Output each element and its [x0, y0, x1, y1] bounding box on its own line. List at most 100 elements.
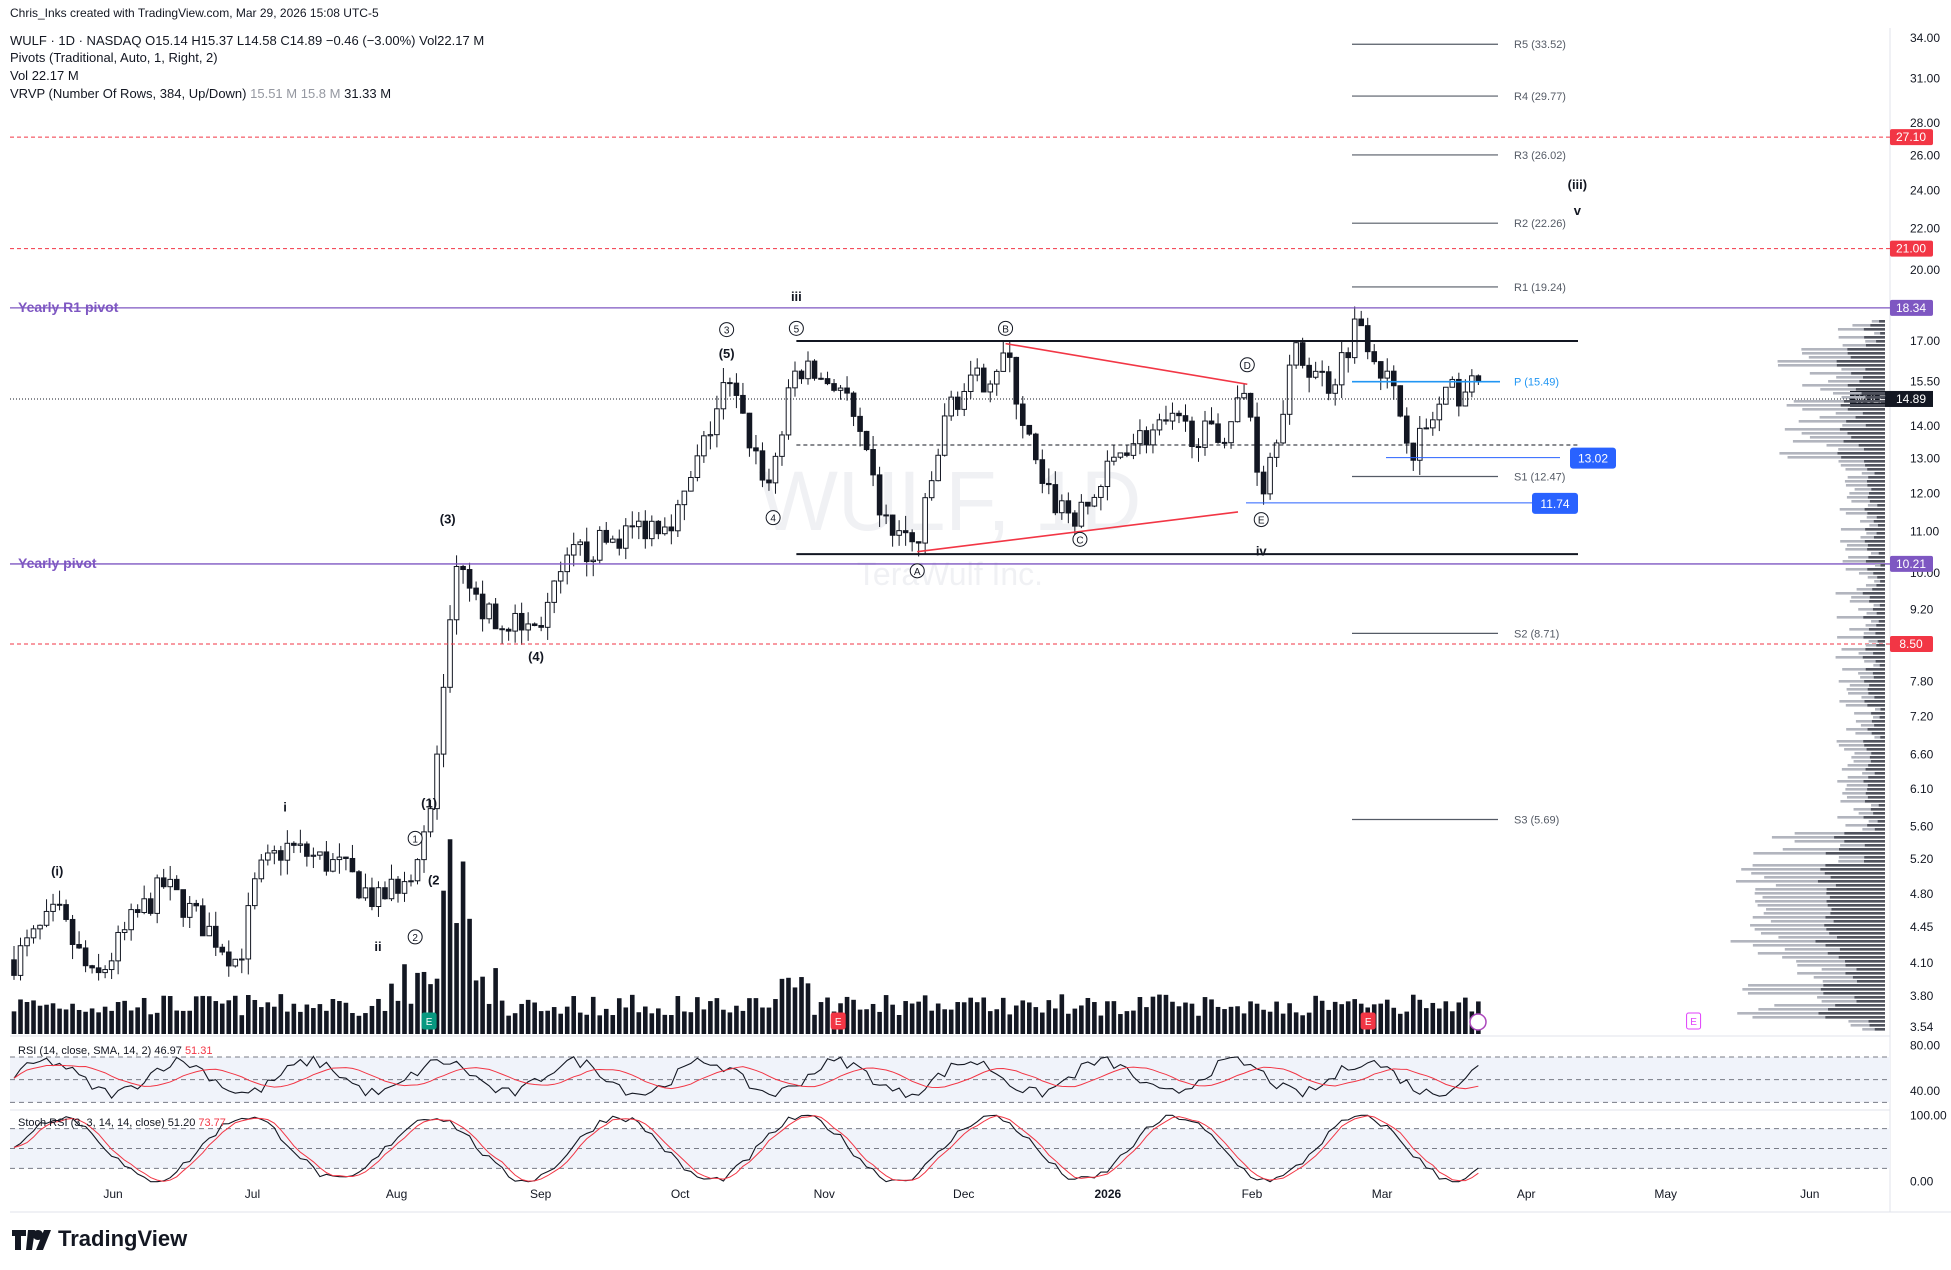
candle [401, 871, 408, 902]
candle [1286, 354, 1293, 425]
volume-bar [519, 1003, 524, 1034]
profile-bar-up [1877, 576, 1885, 579]
profile-bar [1837, 816, 1885, 819]
candle [115, 925, 121, 975]
stoch-tick: 100.00 [1910, 1108, 1947, 1122]
candle-body [1443, 386, 1449, 405]
profile-bar-up [1826, 900, 1885, 903]
time-tick-label: Oct [671, 1187, 690, 1201]
volume-bar [1326, 1009, 1331, 1034]
volume-bar [193, 996, 199, 1034]
candle [1163, 405, 1169, 425]
candle [37, 924, 43, 940]
candle-body [414, 859, 421, 882]
profile-bar-up [1865, 464, 1885, 467]
time-tick-label: Dec [953, 1187, 974, 1201]
candle-body [1345, 352, 1351, 359]
tradingview-logo[interactable]: TradingView [12, 1226, 187, 1252]
volume-bar [239, 1015, 245, 1034]
candle [928, 471, 935, 501]
wave-label: E [1258, 516, 1265, 527]
wave-label: (1) [421, 796, 437, 811]
volume-bar [63, 1009, 69, 1034]
volume-bar [1066, 1013, 1071, 1034]
candle-body [753, 447, 759, 452]
volume-bar [493, 968, 498, 1034]
profile-bar-up [1864, 856, 1885, 859]
volume-bar [1124, 1011, 1130, 1034]
profile-bar [1840, 540, 1885, 543]
profile-bar [1841, 648, 1885, 651]
profile-bar-up [1823, 984, 1885, 987]
candle [707, 421, 714, 450]
profile-bar [1851, 500, 1885, 503]
profile-bar [1853, 760, 1885, 763]
profile-bar [1757, 952, 1885, 955]
candle [544, 592, 551, 640]
candle [310, 847, 317, 869]
volume-bar [187, 1010, 193, 1034]
vol-legend[interactable]: Vol 22.17 M [10, 68, 79, 83]
volume-bar [584, 1014, 590, 1034]
profile-bar-up [1875, 660, 1885, 663]
profile-bar-up [1876, 644, 1885, 647]
price-tick-label: 5.60 [1910, 819, 1934, 833]
candle [1403, 407, 1410, 454]
profile-bar-up [1876, 584, 1885, 587]
volume-bar [298, 1011, 303, 1034]
volume-bars [11, 839, 1481, 1034]
profile-bar-up [1838, 956, 1885, 959]
time-axis: Jun Jul Aug Sep Oct Nov Dec 2026 Feb Mar Apr May Jun [103, 1187, 1819, 1201]
profile-bar-up [1869, 756, 1885, 759]
candle [961, 383, 968, 417]
candle [278, 845, 284, 876]
profile-bar-up [1850, 356, 1885, 359]
candle [1195, 438, 1202, 462]
candle [870, 436, 876, 487]
volume-bar [1332, 1001, 1338, 1034]
profile-bar [1862, 828, 1885, 831]
profile-bar [1854, 712, 1885, 715]
pivots-legend[interactable]: Pivots (Traditional, Auto, 1, Right, 2) [10, 50, 218, 65]
candle [147, 892, 154, 916]
candle-body [43, 910, 50, 926]
candle [479, 580, 486, 632]
candle [759, 442, 766, 488]
volume-bar [1450, 1011, 1455, 1034]
candle-body [1260, 471, 1267, 495]
rsi-pane: 80.00 40.00 RSI (14, close, SMA, 14, 2) 46… [10, 1039, 1940, 1103]
volume-bar [1189, 1003, 1195, 1034]
vrvp-legend[interactable]: VRVP (Number Of Rows, 384, Up/Down) 15.5… [10, 86, 391, 101]
profile-bar [1838, 744, 1885, 747]
profile-bar-up [1869, 500, 1885, 503]
profile-bar-up [1872, 608, 1885, 611]
profile-bar [1844, 748, 1885, 751]
volume-bar [148, 1014, 153, 1034]
candle-body [362, 887, 369, 899]
candle [343, 856, 349, 871]
profile-bar-up [1845, 972, 1885, 975]
profile-bar [1867, 504, 1885, 507]
volume-bar [486, 1003, 492, 1034]
candle-body [740, 394, 746, 414]
candle [453, 555, 460, 635]
volume-bar [499, 1000, 505, 1034]
volume-bar [675, 996, 681, 1034]
volume-bar [1222, 1009, 1227, 1034]
volume-bar [786, 977, 791, 1034]
candle [1000, 341, 1007, 372]
profile-bar-up [1830, 912, 1885, 915]
candle [603, 521, 610, 545]
candle [193, 899, 200, 912]
profile-bar [1779, 452, 1885, 455]
candle-body [1312, 370, 1319, 378]
candle [720, 367, 727, 420]
profile-bar [1860, 724, 1885, 727]
candle [824, 371, 831, 386]
profile-bar [1869, 524, 1885, 527]
profile-bar-up [1876, 612, 1885, 615]
symbol-legend[interactable]: WULF · 1D · NASDAQ O15.14 H15.37 L14.58 … [10, 33, 484, 48]
profile-bar-up [1864, 800, 1885, 803]
volume-bar [343, 1002, 349, 1034]
